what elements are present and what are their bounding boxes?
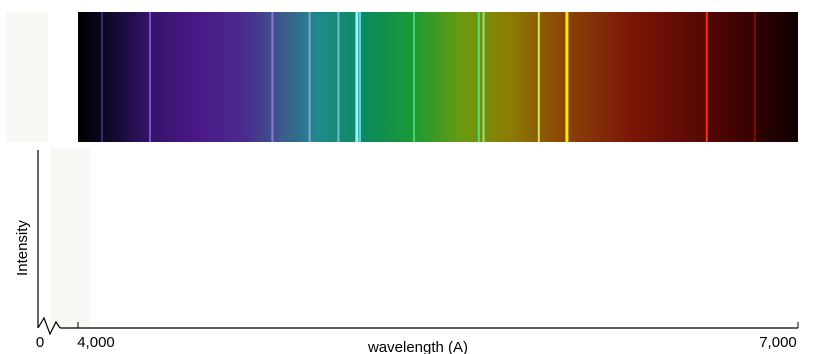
emission-line bbox=[413, 12, 415, 142]
emission-line bbox=[359, 12, 361, 142]
emission-line bbox=[101, 12, 103, 142]
x-tick-label: 4,000 bbox=[77, 334, 115, 351]
emission-line bbox=[537, 12, 540, 142]
x-tick-label: 7,000 bbox=[759, 334, 797, 351]
emission-lines bbox=[101, 12, 756, 142]
spectrum-band bbox=[78, 12, 798, 142]
y-axis-label: Intensity bbox=[14, 220, 31, 276]
emission-line bbox=[355, 12, 359, 142]
x-tick-label: 0 bbox=[36, 334, 44, 351]
emission-line bbox=[482, 12, 485, 142]
emission-line bbox=[753, 12, 756, 142]
emission-line bbox=[477, 12, 480, 142]
x-axis-label: wavelength (A) bbox=[367, 339, 468, 354]
emission-line bbox=[308, 12, 311, 142]
emission-line bbox=[565, 12, 569, 142]
left-margin-panel bbox=[6, 12, 48, 142]
axis-break-mark bbox=[37, 316, 61, 336]
emission-line bbox=[337, 12, 340, 142]
emission-line bbox=[149, 12, 151, 142]
emission-line bbox=[705, 12, 708, 142]
plot-left-shade bbox=[50, 148, 90, 328]
emission-line bbox=[271, 12, 274, 142]
x-ticks: 0 4,000 7,000 bbox=[36, 322, 799, 351]
